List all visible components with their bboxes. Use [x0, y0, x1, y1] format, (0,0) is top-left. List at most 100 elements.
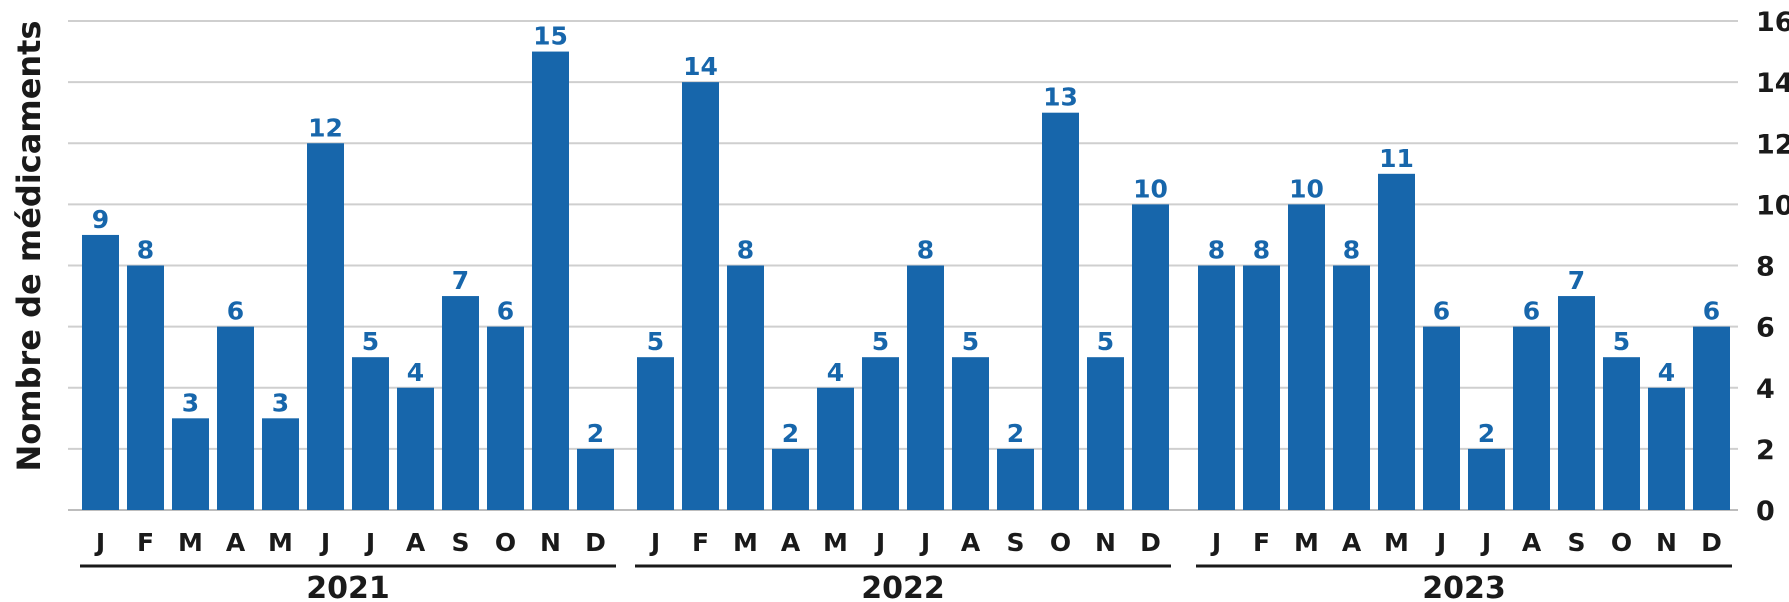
- month-tick-label: M: [1384, 528, 1409, 557]
- bar: [1132, 204, 1169, 510]
- bar-value-label: 2: [1478, 419, 1495, 448]
- bar: [262, 418, 299, 510]
- month-tick-label: O: [1050, 528, 1071, 557]
- bar-value-label: 8: [137, 236, 154, 265]
- y-tick-label: 10: [1756, 190, 1789, 221]
- month-tick-label: M: [823, 528, 848, 557]
- y-axis-ticks: 0 2 4 6 8 10 12 14 16: [1756, 7, 1789, 527]
- bar: [907, 265, 944, 510]
- bar: [1423, 326, 1460, 510]
- y-tick-label: 4: [1756, 374, 1775, 405]
- bar: [307, 143, 344, 510]
- month-tick-label: N: [1656, 528, 1677, 557]
- bar-value-label: 2: [1007, 419, 1024, 448]
- month-tick-label: F: [1253, 528, 1270, 557]
- month-tick-label: J: [1435, 528, 1446, 557]
- bar: [1603, 357, 1640, 510]
- month-tick-label: F: [692, 528, 709, 557]
- bar-value-label: 2: [782, 419, 799, 448]
- month-tick-label: D: [1701, 528, 1722, 557]
- bars: [82, 51, 1730, 510]
- bar-value-label: 7: [1568, 266, 1585, 295]
- month-tick-label: J: [94, 528, 105, 557]
- bar-value-label: 7: [452, 266, 469, 295]
- bar: [1378, 173, 1415, 510]
- bar: [217, 326, 254, 510]
- y-tick-label: 14: [1756, 68, 1789, 99]
- bar-value-label: 8: [1343, 236, 1360, 265]
- bar: [1087, 357, 1124, 510]
- bar-value-label: 8: [1208, 236, 1225, 265]
- bar: [862, 357, 899, 510]
- y-tick-label: 12: [1756, 129, 1789, 160]
- bar: [682, 82, 719, 510]
- bar: [997, 448, 1034, 510]
- bar-value-label: 4: [827, 358, 844, 387]
- bar: [1468, 448, 1505, 510]
- bar-value-label: 13: [1043, 83, 1078, 112]
- bar: [1693, 326, 1730, 510]
- bar-value-label: 10: [1289, 174, 1324, 203]
- bar: [172, 418, 209, 510]
- bar-value-label: 8: [917, 236, 934, 265]
- year-labels: 2021 2022 2023: [80, 564, 1732, 602]
- bar: [1243, 265, 1280, 510]
- gridlines: [68, 20, 1738, 511]
- month-tick-label: J: [319, 528, 330, 557]
- bar: [487, 326, 524, 510]
- month-tick-label: J: [1210, 528, 1221, 557]
- bar-value-label: 8: [737, 236, 754, 265]
- bar: [1042, 112, 1079, 510]
- bar-value-label: 14: [683, 52, 718, 81]
- month-tick-label: O: [1611, 528, 1632, 557]
- month-tick-label: J: [1480, 528, 1491, 557]
- month-tick-label: S: [1567, 528, 1585, 557]
- bar-value-label: 6: [1433, 297, 1450, 326]
- bar-value-label: 12: [308, 113, 343, 142]
- bar-value-label: 6: [1523, 297, 1540, 326]
- month-tick-label: A: [1342, 528, 1362, 557]
- month-tick-label: A: [1522, 528, 1542, 557]
- bar: [532, 51, 569, 510]
- y-tick-label: 0: [1756, 496, 1775, 527]
- bar-value-label: 6: [227, 297, 244, 326]
- month-tick-label: N: [1095, 528, 1116, 557]
- bar-value-label: 8: [1253, 236, 1270, 265]
- bar: [637, 357, 674, 510]
- bar: [442, 296, 479, 510]
- bar-value-label: 10: [1133, 174, 1168, 203]
- bar-value-label: 2: [587, 419, 604, 448]
- month-tick-label: D: [1140, 528, 1161, 557]
- bar-value-label: 6: [1703, 297, 1720, 326]
- month-tick-label: A: [781, 528, 801, 557]
- bar: [397, 387, 434, 510]
- month-tick-label: J: [919, 528, 930, 557]
- bar-value-label: 15: [533, 22, 568, 51]
- year-label: 2023: [1422, 571, 1506, 602]
- bar: [727, 265, 764, 510]
- bar: [352, 357, 389, 510]
- bar-value-label: 4: [407, 358, 424, 387]
- month-tick-label: S: [451, 528, 469, 557]
- bar: [1333, 265, 1370, 510]
- bar: [817, 387, 854, 510]
- month-tick-label: A: [226, 528, 246, 557]
- bar-value-label: 5: [647, 327, 664, 356]
- bar-value-label: 5: [962, 327, 979, 356]
- month-tick-label: A: [406, 528, 426, 557]
- year-label: 2022: [861, 571, 945, 602]
- bar: [1558, 296, 1595, 510]
- bar-value-label: 5: [362, 327, 379, 356]
- month-tick-label: S: [1006, 528, 1024, 557]
- year-label: 2021: [306, 571, 390, 602]
- month-tick-label: J: [874, 528, 885, 557]
- bar: [1198, 265, 1235, 510]
- month-tick-label: M: [268, 528, 293, 557]
- month-tick-label: J: [649, 528, 660, 557]
- month-tick-label: M: [733, 528, 758, 557]
- y-tick-label: 16: [1756, 7, 1789, 38]
- month-tick-label: D: [585, 528, 606, 557]
